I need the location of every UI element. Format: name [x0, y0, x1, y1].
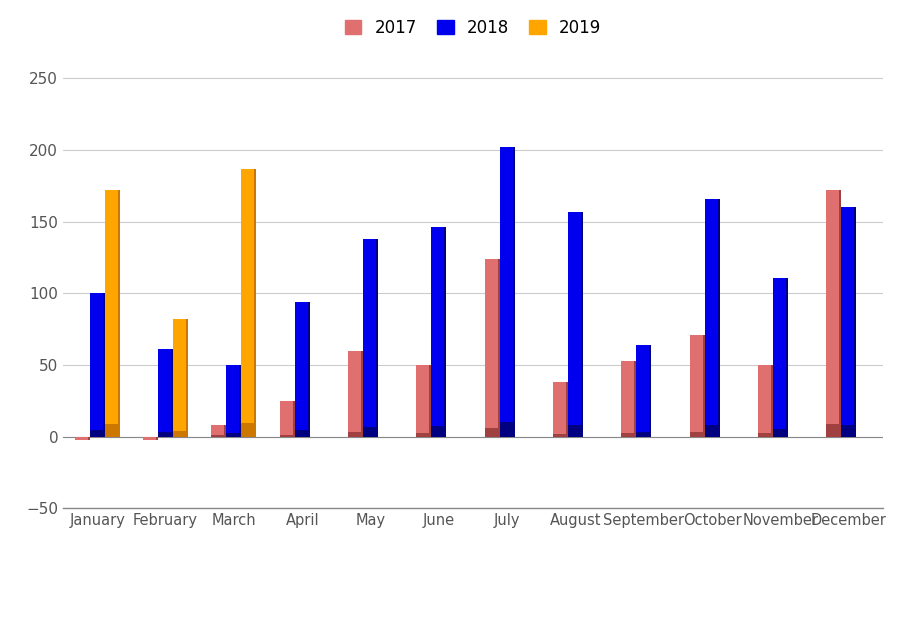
Bar [840, 190, 842, 436]
Bar [90, 430, 105, 436]
Bar [416, 365, 432, 436]
Bar [634, 361, 636, 436]
Bar [758, 433, 773, 436]
Bar [513, 147, 514, 436]
Bar [500, 147, 514, 436]
Bar [553, 382, 568, 436]
Bar [568, 211, 583, 436]
Bar [771, 365, 773, 436]
Bar [308, 302, 310, 436]
Bar [156, 436, 158, 440]
Bar [566, 382, 568, 436]
Bar [842, 207, 856, 436]
Bar [773, 429, 788, 436]
Bar [636, 432, 651, 436]
Bar [90, 293, 105, 436]
Bar [689, 335, 705, 436]
Bar [854, 207, 856, 436]
Bar [758, 365, 773, 436]
Bar [416, 433, 432, 436]
Bar [705, 198, 720, 436]
Bar [705, 425, 720, 436]
Bar [240, 365, 241, 436]
Bar [718, 198, 720, 436]
Bar [173, 431, 188, 436]
Legend: 2017, 2018, 2019: 2017, 2018, 2019 [338, 12, 608, 43]
Bar [224, 425, 226, 436]
Bar [361, 351, 363, 436]
Bar [212, 425, 226, 436]
Bar [158, 432, 173, 436]
Bar [636, 345, 651, 436]
Bar [295, 430, 310, 436]
Bar [363, 239, 378, 436]
Bar [485, 259, 500, 436]
Bar [703, 335, 705, 436]
Bar [173, 319, 188, 436]
Bar [293, 401, 295, 436]
Bar [241, 169, 257, 436]
Bar [786, 278, 788, 436]
Bar [103, 293, 105, 436]
Bar [553, 434, 568, 436]
Bar [432, 228, 446, 436]
Bar [226, 433, 241, 436]
Bar [444, 228, 446, 436]
Bar [622, 433, 636, 436]
Bar [241, 423, 257, 436]
Bar [650, 345, 651, 436]
Bar [105, 190, 120, 436]
Bar [826, 424, 842, 436]
Bar [279, 401, 295, 436]
Bar [581, 211, 583, 436]
Bar [105, 424, 120, 436]
Bar [826, 190, 842, 436]
Bar [171, 349, 173, 436]
Bar [87, 436, 90, 440]
Bar [497, 259, 500, 436]
Bar [842, 425, 856, 436]
Bar [143, 436, 158, 440]
Bar [376, 239, 378, 436]
Bar [348, 432, 363, 436]
Bar [568, 425, 583, 436]
Bar [689, 432, 705, 436]
Bar [485, 428, 500, 436]
Bar [500, 422, 514, 436]
Bar [363, 427, 378, 436]
Bar [622, 361, 636, 436]
Bar [254, 169, 257, 436]
Bar [75, 436, 90, 440]
Bar [773, 278, 788, 436]
Bar [226, 365, 241, 436]
Bar [430, 365, 432, 436]
Bar [187, 319, 188, 436]
Bar [279, 435, 295, 436]
Bar [432, 426, 446, 436]
Bar [348, 351, 363, 436]
Bar [158, 349, 173, 436]
Bar [118, 190, 120, 436]
Bar [295, 302, 310, 436]
Bar [212, 435, 226, 436]
